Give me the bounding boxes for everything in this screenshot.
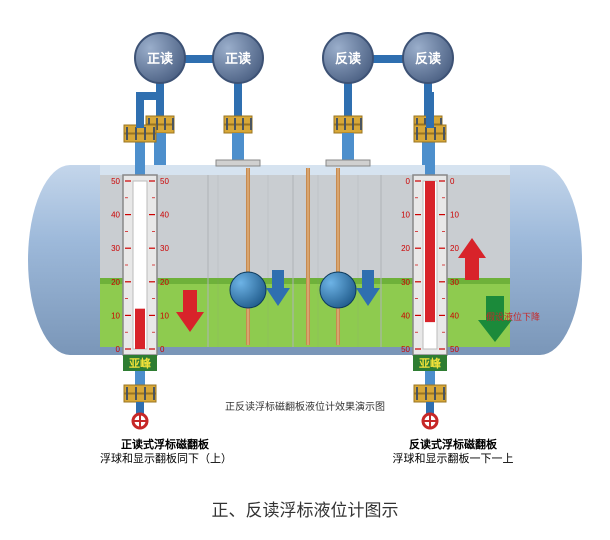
svg-text:40: 40: [111, 211, 120, 220]
svg-text:40: 40: [450, 311, 459, 320]
svg-text:0: 0: [406, 177, 411, 186]
svg-text:20: 20: [160, 278, 169, 287]
figure-caption: 正、反读浮标液位计图示: [0, 496, 610, 521]
svg-text:反读: 反读: [335, 51, 361, 66]
svg-text:0: 0: [160, 345, 165, 354]
diagram-stage: 正读 正读 反读 反读 50 50 40 40 30 30 20 20 10 10 0 0 亚峰 0 0 10 10…: [0, 0, 610, 540]
float-ball: [320, 272, 356, 308]
brand-plate: 亚峰: [419, 356, 442, 370]
svg-text:40: 40: [160, 211, 169, 220]
svg-text:0: 0: [116, 345, 121, 354]
svg-text:50: 50: [401, 345, 410, 354]
svg-text:30: 30: [111, 244, 120, 253]
svg-text:10: 10: [401, 211, 410, 220]
svg-text:正读: 正读: [225, 51, 251, 66]
gauge-fill: [425, 181, 435, 322]
svg-text:反读: 反读: [415, 51, 441, 66]
svg-text:10: 10: [160, 311, 169, 320]
liquid-drop-label: 假设液位下降: [486, 311, 540, 322]
svg-text:30: 30: [160, 244, 169, 253]
svg-text:30: 30: [401, 278, 410, 287]
svg-text:50: 50: [160, 177, 169, 186]
gauge-fill: [135, 309, 145, 349]
svg-text:40: 40: [401, 311, 410, 320]
svg-text:50: 50: [111, 177, 120, 186]
svg-text:10: 10: [450, 211, 459, 220]
float-ball: [230, 272, 266, 308]
svg-text:30: 30: [450, 278, 459, 287]
left-gauge-desc: 正读式浮标磁翻板 浮球和显示翻板同下（上）: [100, 438, 230, 467]
svg-text:50: 50: [450, 345, 459, 354]
right-gauge-desc: 反读式浮标磁翻板 浮球和显示翻板一下一上: [388, 438, 518, 467]
svg-text:20: 20: [111, 278, 120, 287]
top-indicators: 正读 正读 反读 反读: [135, 33, 453, 166]
inner-subtitle: 正反读浮标磁翻板液位计效果演示图: [225, 400, 385, 413]
svg-text:正读: 正读: [147, 51, 173, 66]
svg-text:20: 20: [450, 244, 459, 253]
svg-text:20: 20: [401, 244, 410, 253]
svg-text:10: 10: [111, 311, 120, 320]
brand-plate: 亚峰: [129, 356, 152, 370]
svg-text:0: 0: [450, 177, 455, 186]
